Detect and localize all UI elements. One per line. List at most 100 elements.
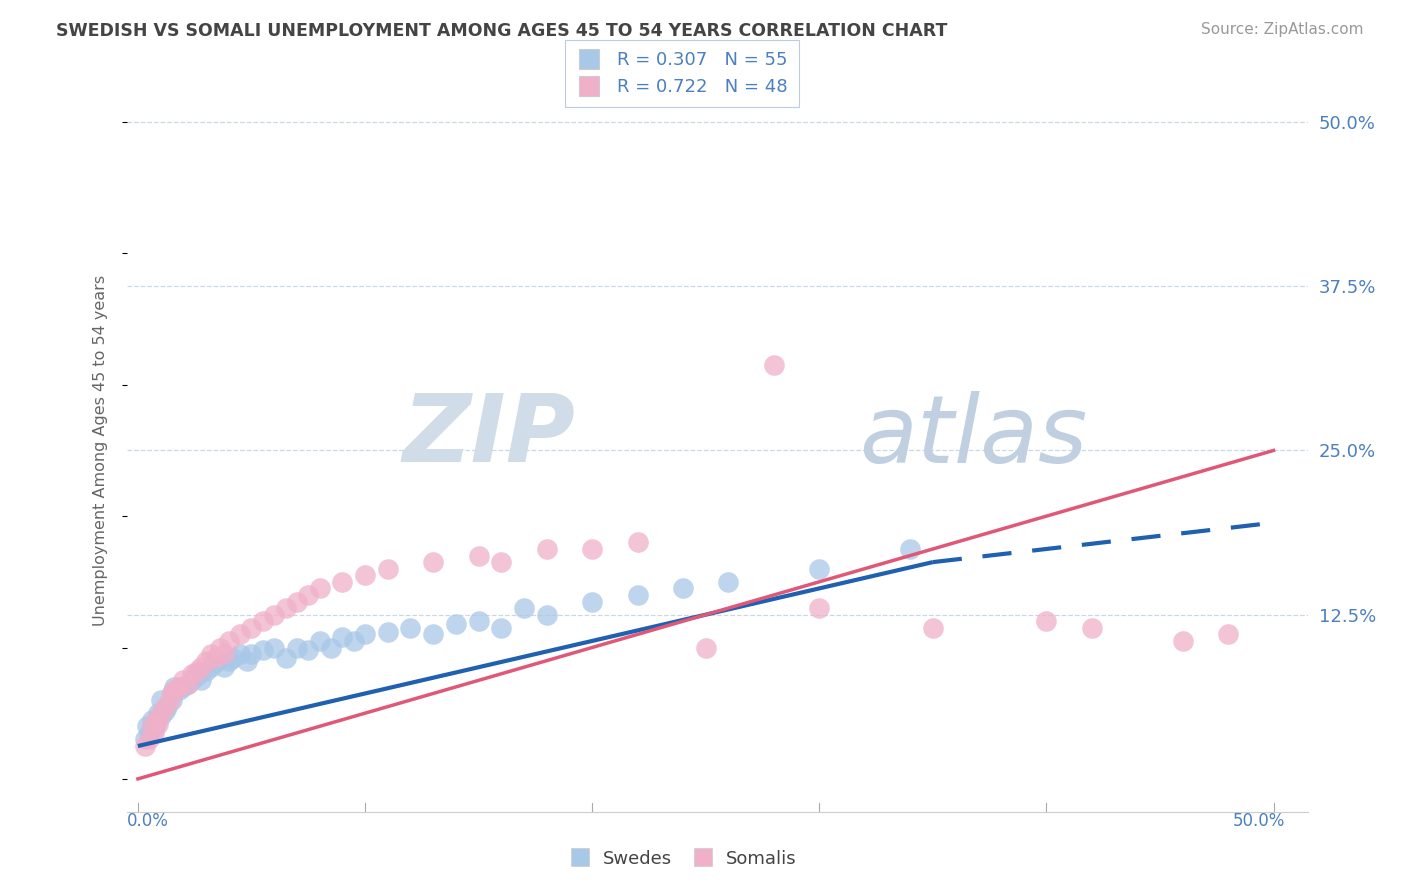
Point xyxy=(149,708,172,723)
Point xyxy=(222,651,245,665)
Point xyxy=(212,660,235,674)
Point xyxy=(319,640,342,655)
Point xyxy=(218,654,240,668)
Point xyxy=(626,535,648,549)
Point xyxy=(134,739,156,753)
Point xyxy=(354,627,377,641)
Point xyxy=(138,726,160,740)
Point xyxy=(399,621,422,635)
Point xyxy=(163,682,186,697)
Point xyxy=(229,627,252,641)
Legend: Swedes, Somalis: Swedes, Somalis xyxy=(560,843,804,875)
Point xyxy=(626,588,648,602)
Point xyxy=(181,666,204,681)
Point xyxy=(153,699,176,714)
Point xyxy=(330,630,353,644)
Point xyxy=(536,607,558,622)
Text: 50.0%: 50.0% xyxy=(1233,812,1285,830)
Point xyxy=(172,680,194,694)
Point xyxy=(898,541,921,556)
Point xyxy=(138,732,160,747)
Point xyxy=(422,627,444,641)
Point xyxy=(762,358,785,372)
Point xyxy=(134,732,156,747)
Point xyxy=(263,607,285,622)
Point xyxy=(354,568,377,582)
Point xyxy=(160,686,183,700)
Point xyxy=(252,643,274,657)
Point xyxy=(159,693,181,707)
Point xyxy=(308,634,330,648)
Point xyxy=(422,555,444,569)
Point xyxy=(177,677,200,691)
Text: atlas: atlas xyxy=(859,391,1087,482)
Point xyxy=(141,719,163,733)
Point xyxy=(145,713,167,727)
Point xyxy=(208,640,231,655)
Point xyxy=(252,614,274,628)
Point xyxy=(491,555,513,569)
Point xyxy=(148,716,170,731)
Point xyxy=(149,706,172,721)
Point xyxy=(263,640,285,655)
Point xyxy=(308,582,330,596)
Point xyxy=(808,562,831,576)
Point xyxy=(536,541,558,556)
Point xyxy=(240,647,263,661)
Point xyxy=(343,634,366,648)
Point xyxy=(377,562,399,576)
Text: SWEDISH VS SOMALI UNEMPLOYMENT AMONG AGES 45 TO 54 YEARS CORRELATION CHART: SWEDISH VS SOMALI UNEMPLOYMENT AMONG AGE… xyxy=(56,22,948,40)
Point xyxy=(167,682,190,697)
Point xyxy=(240,621,263,635)
Point xyxy=(491,621,513,635)
Point xyxy=(1081,621,1104,635)
Point xyxy=(195,654,218,668)
Point xyxy=(156,699,179,714)
Point xyxy=(160,693,183,707)
Point xyxy=(297,588,319,602)
Point xyxy=(581,541,603,556)
Point xyxy=(204,657,226,671)
Point xyxy=(200,660,222,674)
Point xyxy=(204,651,226,665)
Point xyxy=(297,643,319,657)
Point xyxy=(377,624,399,639)
Point xyxy=(145,716,167,731)
Point xyxy=(186,664,208,678)
Point xyxy=(200,647,222,661)
Point xyxy=(212,647,235,661)
Point xyxy=(1035,614,1057,628)
Text: ZIP: ZIP xyxy=(402,390,575,482)
Point xyxy=(142,726,165,740)
Point xyxy=(148,706,170,721)
Point xyxy=(153,704,176,718)
Point xyxy=(717,574,740,589)
Point xyxy=(163,680,186,694)
Point xyxy=(136,719,159,733)
Point xyxy=(141,713,163,727)
Text: 0.0%: 0.0% xyxy=(127,812,169,830)
Text: Source: ZipAtlas.com: Source: ZipAtlas.com xyxy=(1201,22,1364,37)
Point xyxy=(181,673,204,688)
Point xyxy=(695,640,717,655)
Point xyxy=(218,634,240,648)
Point xyxy=(285,640,308,655)
Point xyxy=(274,651,297,665)
Point xyxy=(808,601,831,615)
Point xyxy=(190,673,212,688)
Point xyxy=(186,669,208,683)
Point xyxy=(190,660,212,674)
Point xyxy=(921,621,943,635)
Point xyxy=(195,664,218,678)
Point xyxy=(1216,627,1239,641)
Point xyxy=(149,693,172,707)
Y-axis label: Unemployment Among Ages 45 to 54 years: Unemployment Among Ages 45 to 54 years xyxy=(93,275,108,626)
Point xyxy=(513,601,536,615)
Point xyxy=(467,614,489,628)
Point xyxy=(672,582,695,596)
Point xyxy=(444,616,467,631)
Point xyxy=(330,574,353,589)
Point xyxy=(160,686,183,700)
Point xyxy=(581,594,603,608)
Point xyxy=(285,594,308,608)
